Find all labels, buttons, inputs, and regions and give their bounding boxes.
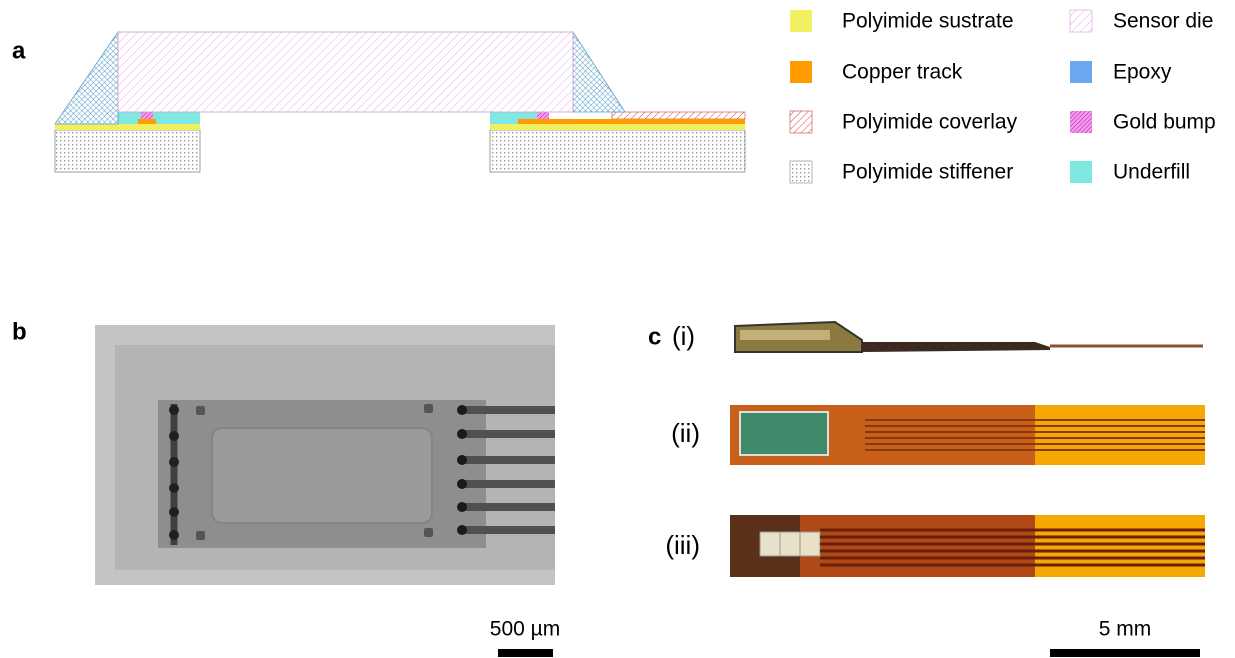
shape bbox=[457, 479, 467, 489]
view-label: (ii) bbox=[671, 418, 700, 448]
legend-entry: Copper track bbox=[842, 61, 963, 84]
view-label: (i) bbox=[672, 321, 695, 351]
shape bbox=[457, 525, 467, 535]
scale-bar-label: 500 µm bbox=[490, 618, 560, 641]
panel-label: b bbox=[12, 318, 27, 345]
shape bbox=[457, 502, 467, 512]
legend-swatch bbox=[790, 111, 812, 133]
photo-side-view bbox=[735, 322, 1203, 352]
legend: Polyimide sustrate Copper track Polyimid… bbox=[790, 10, 1216, 184]
shape bbox=[760, 532, 820, 556]
shape bbox=[169, 483, 179, 493]
legend-entry: Underfill bbox=[1113, 161, 1190, 184]
shape bbox=[740, 330, 830, 340]
shape bbox=[196, 531, 205, 540]
copper-track bbox=[138, 119, 156, 124]
stiffener bbox=[55, 130, 200, 172]
legend-swatch bbox=[790, 61, 812, 83]
legend-swatch bbox=[790, 161, 812, 183]
legend-swatch bbox=[1070, 111, 1092, 133]
substrate bbox=[55, 124, 200, 130]
shape bbox=[862, 342, 1050, 352]
copper-track bbox=[518, 119, 745, 124]
shape bbox=[169, 431, 179, 441]
coverlay bbox=[612, 112, 745, 119]
cross-section bbox=[55, 32, 745, 172]
shape bbox=[457, 429, 467, 439]
page: a Polyimide sustrate Copper track Polyim… bbox=[0, 0, 1235, 658]
scale-bar-label: 5 mm bbox=[1099, 618, 1152, 641]
shape bbox=[169, 530, 179, 540]
shape bbox=[457, 455, 467, 465]
scale-bar bbox=[1050, 649, 1200, 657]
legend-swatch bbox=[1070, 10, 1092, 32]
panel-label: a bbox=[12, 37, 26, 64]
epoxy bbox=[55, 32, 118, 124]
epoxy bbox=[573, 32, 625, 112]
legend-swatch bbox=[1070, 61, 1092, 83]
legend-entry: Polyimide coverlay bbox=[842, 111, 1018, 134]
panel-label: c bbox=[648, 323, 661, 350]
substrate bbox=[490, 124, 745, 130]
shape bbox=[1035, 515, 1205, 577]
legend-entry: Gold bump bbox=[1113, 111, 1216, 134]
legend-entry: Polyimide sustrate bbox=[842, 10, 1014, 33]
gold-bump bbox=[537, 112, 549, 119]
shape bbox=[212, 428, 432, 523]
view-label: (iii) bbox=[665, 530, 700, 560]
xray-image bbox=[95, 325, 555, 585]
figure: a Polyimide sustrate Copper track Polyim… bbox=[0, 0, 1235, 658]
stiffener bbox=[490, 130, 745, 172]
shape bbox=[169, 405, 179, 415]
scale-bar bbox=[498, 649, 553, 657]
sensor-die bbox=[118, 32, 573, 112]
shape bbox=[196, 406, 205, 415]
legend-entry: Sensor die bbox=[1113, 10, 1213, 33]
shape bbox=[424, 404, 433, 413]
shape bbox=[424, 528, 433, 537]
shape bbox=[457, 405, 467, 415]
underfill bbox=[118, 112, 200, 124]
gold-bump bbox=[141, 112, 153, 119]
photo-bottom-view bbox=[730, 515, 1205, 577]
shape bbox=[740, 412, 828, 455]
legend-swatch bbox=[1070, 161, 1092, 183]
shape bbox=[169, 457, 179, 467]
legend-entry: Polyimide stiffener bbox=[842, 161, 1013, 184]
shape bbox=[169, 507, 179, 517]
legend-swatch bbox=[790, 10, 812, 32]
legend-entry: Epoxy bbox=[1113, 61, 1172, 84]
shape bbox=[1035, 405, 1205, 465]
photo-top-view bbox=[730, 405, 1205, 465]
